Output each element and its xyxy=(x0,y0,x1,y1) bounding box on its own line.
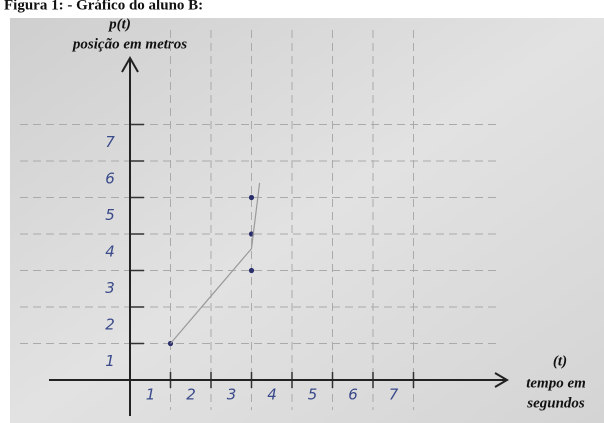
y-tick-label: 3 xyxy=(105,279,115,297)
chart-title: Figura 1: - Gráfico do aluno B: xyxy=(4,0,203,13)
x-tick-label: 5 xyxy=(308,386,318,404)
y-tick-label: 5 xyxy=(105,206,115,224)
y-label: posição em metros xyxy=(71,36,187,52)
y-label-top: p(t) xyxy=(107,16,131,32)
point xyxy=(249,268,254,273)
x-label-top: (t) xyxy=(553,353,567,369)
x-tick-label: 6 xyxy=(348,386,358,404)
chart: Figura 1: - Gráfico do aluno B: p(t) pos… xyxy=(0,0,604,423)
y-tick-label: 6 xyxy=(105,170,115,188)
x-label: segundos xyxy=(526,395,585,411)
y-tick-label: 1 xyxy=(105,352,115,370)
x-tick-label: 1 xyxy=(146,386,156,404)
x-tick-label: 4 xyxy=(267,386,277,404)
y-tick-label: 4 xyxy=(105,243,115,261)
x-tick-label: 3 xyxy=(227,386,237,404)
paper xyxy=(10,18,604,423)
x-tick-label: 7 xyxy=(389,386,399,404)
y-tick-label: 2 xyxy=(105,316,115,334)
y-tick-label: 7 xyxy=(105,133,115,151)
x-tick-label: 2 xyxy=(186,386,196,404)
x-label: tempo em xyxy=(526,375,586,391)
point xyxy=(249,195,254,200)
